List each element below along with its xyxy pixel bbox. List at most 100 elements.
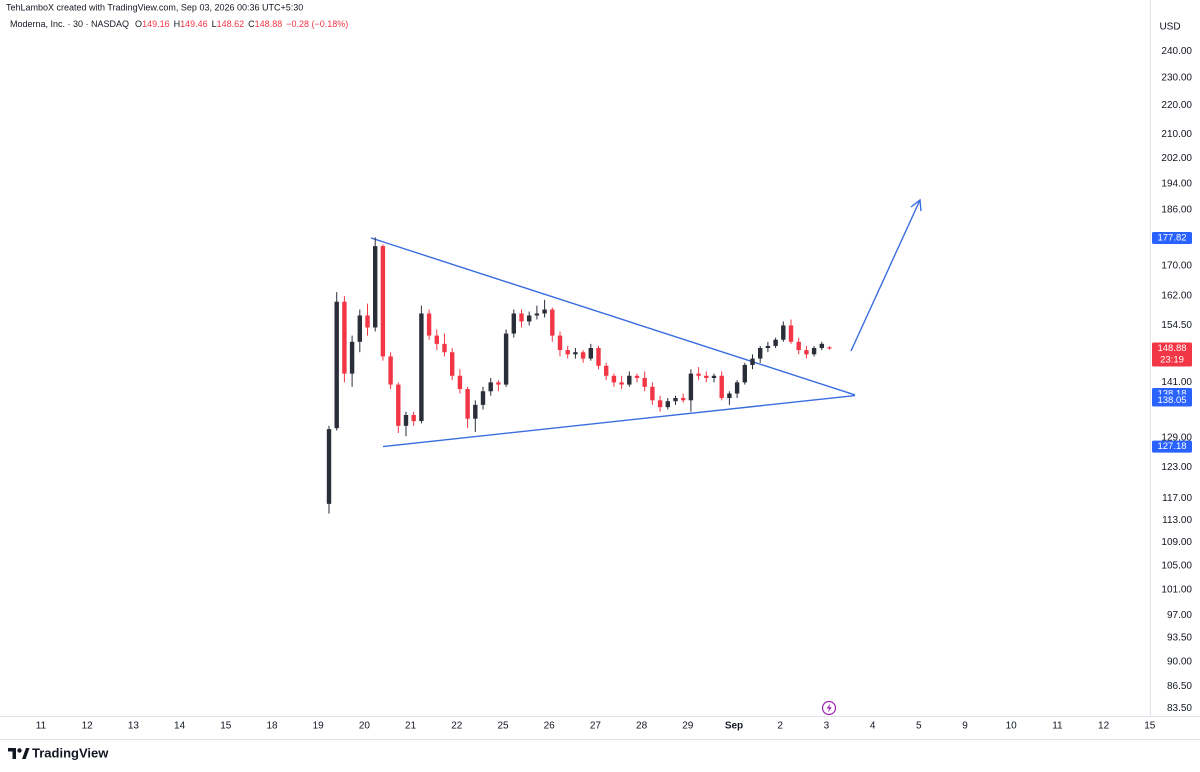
candle-body [627, 375, 632, 385]
candle-body [734, 382, 740, 394]
arrow-head [910, 198, 922, 212]
y-tick-label: 186.00 [1161, 205, 1192, 216]
x-tick-label: 14 [174, 721, 186, 732]
ohlc-key: C [248, 19, 255, 29]
candle-body [388, 356, 393, 385]
y-tick-label: 170.00 [1161, 261, 1192, 272]
y-tick-label: 105.00 [1161, 561, 1192, 572]
candle-body [326, 429, 332, 504]
logo-dot [17, 748, 22, 753]
candle-body [642, 377, 647, 387]
y-tick-label: 123.00 [1161, 462, 1192, 473]
logo-slash [22, 748, 30, 759]
price-badge [1152, 394, 1192, 407]
x-tick-label: 5 [916, 721, 922, 732]
ohlc-value: 149.16 [142, 19, 170, 29]
candle-body [796, 341, 801, 351]
y-tick-label: 154.50 [1161, 320, 1192, 331]
brand-name: TradingView [32, 745, 109, 760]
x-tick-label: 19 [313, 721, 325, 732]
candle-body [419, 313, 424, 422]
candle-body [473, 404, 478, 419]
candle-body [742, 364, 747, 383]
candle-body [596, 348, 601, 366]
events-icon[interactable] [821, 700, 837, 716]
candle-body [403, 415, 409, 426]
candle-body [373, 246, 378, 328]
candle-body [827, 347, 832, 349]
candle-body [650, 386, 655, 401]
y-tick-label: 86.50 [1167, 681, 1192, 692]
x-tick-label: 20 [359, 721, 371, 732]
candle-body [365, 315, 370, 328]
candle-body [681, 398, 686, 401]
y-tick-label: 194.00 [1161, 178, 1192, 189]
price-badge-label: 138.05 [1157, 395, 1186, 406]
brand-logo: TradingView [8, 745, 109, 760]
y-tick-label: 210.00 [1161, 129, 1192, 140]
x-tick-label: 15 [220, 721, 232, 732]
price-badge [1152, 440, 1192, 453]
trend-line-upper [370, 237, 856, 396]
candle-body [788, 325, 794, 342]
candle-body [727, 393, 732, 399]
candle-body [750, 358, 755, 365]
candle-body [657, 400, 663, 408]
symbol-line: Moderna, Inc. · 30 · NASDAQ O149.16 H149.4… [10, 19, 348, 29]
candle-body [527, 315, 532, 322]
candle-body [804, 350, 809, 355]
y-tick-label: 162.00 [1161, 291, 1192, 302]
y-tick-label: 240.00 [1161, 46, 1192, 57]
y-tick-label: 113.00 [1162, 515, 1192, 526]
x-tick-label: 26 [544, 721, 556, 732]
x-tick-label: 3 [824, 721, 830, 732]
candle-body [534, 313, 540, 316]
symbol: Moderna, Inc. · 30 · NASDAQ [10, 19, 129, 29]
candle-body [673, 398, 678, 402]
candle-body [573, 352, 578, 355]
y-tick-label: 93.50 [1167, 633, 1192, 644]
x-tick-label: 27 [590, 721, 602, 732]
candle-body [542, 309, 547, 314]
candle-body [519, 313, 524, 322]
change: −0.28 (−0.18%) [286, 19, 348, 29]
candle-body [719, 375, 724, 399]
ohlc-value: 148.88 [255, 19, 283, 29]
candle-body [565, 350, 570, 355]
candle-body [588, 348, 593, 359]
candle-body [450, 352, 455, 376]
candle-body [758, 348, 763, 359]
ohlc-value: 148.62 [217, 19, 245, 29]
candle-body [434, 335, 439, 344]
x-tick-label: 18 [266, 721, 278, 732]
ohlc-key: O [135, 19, 142, 29]
arrow-drawing [850, 198, 922, 352]
y-tick-label: 220.00 [1161, 100, 1192, 111]
x-tick-label: 21 [405, 721, 417, 732]
candle-body [704, 375, 709, 378]
x-tick-label: 11 [36, 721, 47, 732]
candle-body [380, 246, 386, 357]
ohlc-key: L [212, 19, 217, 29]
x-tick-label: 4 [870, 721, 876, 732]
price-badge-label: 138.18 [1157, 388, 1186, 399]
candle-body [488, 382, 493, 392]
x-tick-label: 2 [777, 721, 783, 732]
icon-bolt [826, 703, 832, 713]
x-tick-label: 11 [1052, 721, 1063, 732]
price-badge-label: 148.88 [1157, 343, 1186, 354]
candle-body [811, 348, 817, 355]
price-badge-label: 127.18 [1157, 441, 1186, 452]
x-tick-label: 15 [1144, 721, 1156, 732]
candle-body [511, 313, 516, 334]
candle-body [634, 375, 640, 378]
candle-body [711, 375, 717, 378]
y-tick-label: 230.00 [1161, 72, 1192, 83]
candle-body [342, 301, 347, 374]
arrow-shaft [850, 199, 921, 352]
candle-body [349, 341, 355, 374]
price-badge [1152, 342, 1192, 367]
y-tick-label: 117.00 [1162, 493, 1192, 504]
